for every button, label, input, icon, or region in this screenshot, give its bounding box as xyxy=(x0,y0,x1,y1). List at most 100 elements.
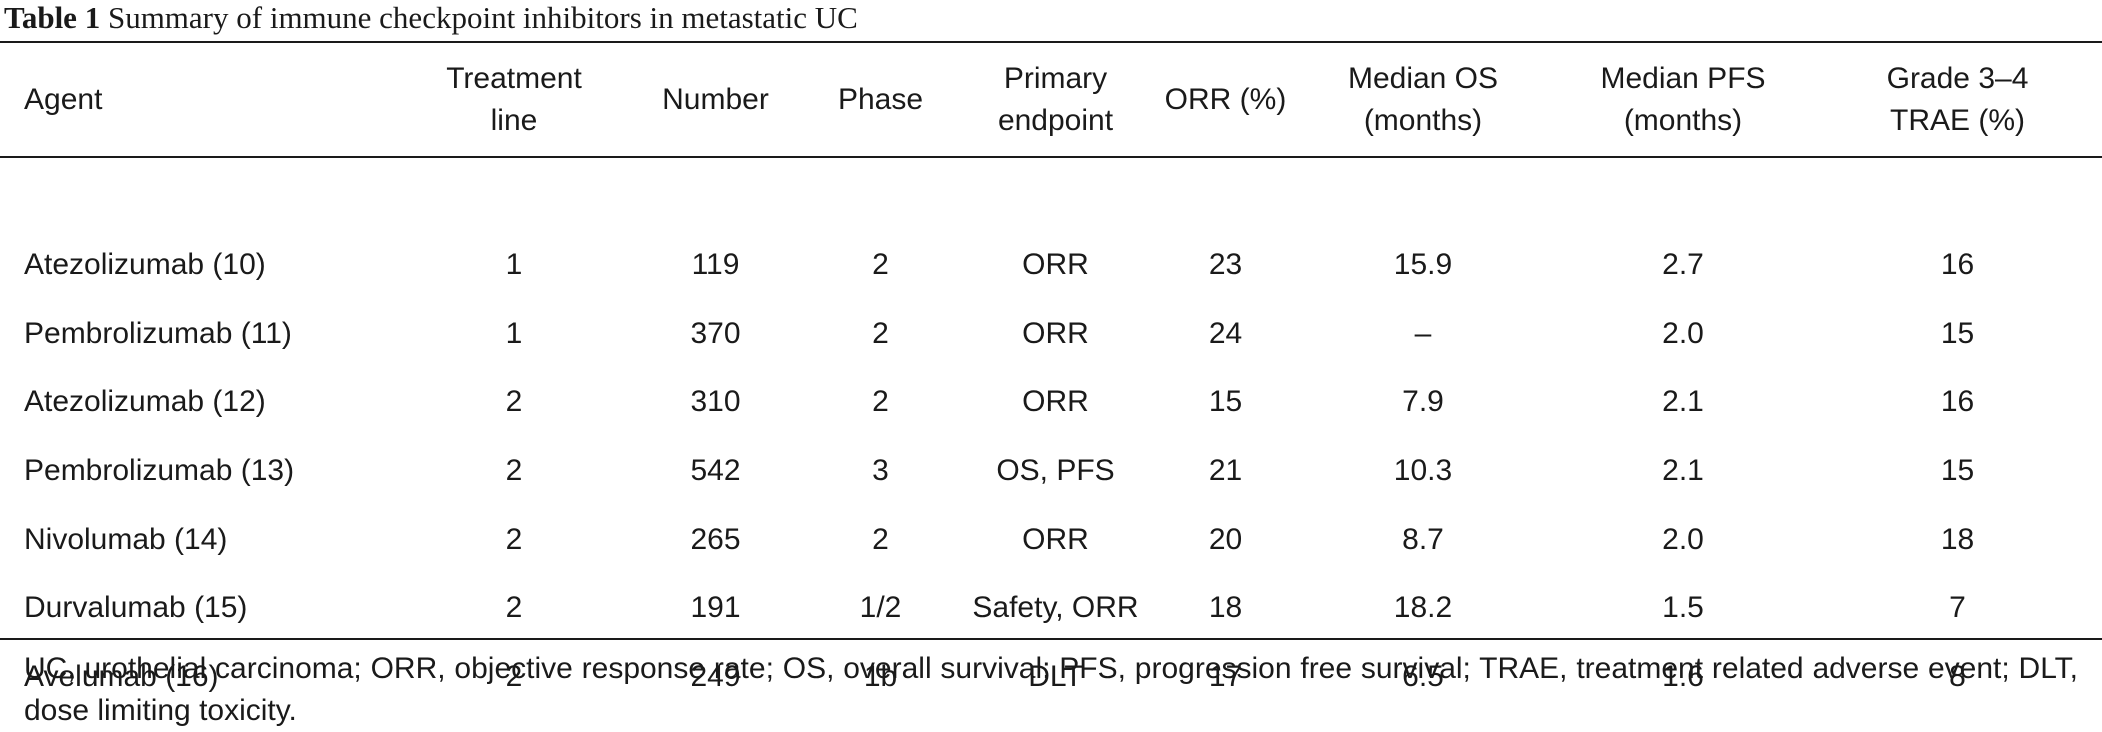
cell-median-os: 7.9 xyxy=(1402,385,1444,419)
cell-agent: Atezolizumab (12) xyxy=(24,385,266,419)
header-median-os: Median OS (months) xyxy=(1293,43,1553,156)
cell-median-pfs: 2.1 xyxy=(1662,454,1704,488)
cell-primary-endpoint: ORR xyxy=(1022,522,1089,556)
cell-number: 310 xyxy=(690,385,741,419)
header-rule xyxy=(0,156,2102,158)
header-primary-endpoint-line1: Primary xyxy=(1003,61,1108,95)
cell-agent: Avelumab (16) xyxy=(24,660,219,694)
header-median-os-line2: (months) xyxy=(1363,103,1483,137)
cell-grade-trae: 7 xyxy=(1949,591,1966,625)
cell-treatment-line: 1 xyxy=(505,316,523,350)
cell-grade-trae: 15 xyxy=(1940,454,1975,488)
cell-phase: 1/2 xyxy=(859,591,902,625)
header-grade-trae: Grade 3–4 TRAE (%) xyxy=(1813,43,2102,156)
cell-primary-endpoint: ORR xyxy=(1022,385,1089,419)
table-row: Pembrolizumab (13) 2 542 3 OS, PFS 21 10… xyxy=(0,437,2102,506)
cell-number: 249 xyxy=(690,660,741,694)
header-median-os-line1: Median OS xyxy=(1347,61,1499,95)
cell-orr: 17 xyxy=(1208,660,1243,694)
cell-phase: 3 xyxy=(872,454,889,488)
cell-grade-trae: 18 xyxy=(1940,522,1975,556)
table-footnote: UC, urothelial carcinoma; ORR, objective… xyxy=(24,652,2078,727)
table-row: Pembrolizumab (11) 1 370 2 ORR 24 – 2.0 … xyxy=(0,299,2102,368)
header-orr-line1: ORR (%) xyxy=(1164,82,1287,116)
cell-median-os: – xyxy=(1414,316,1432,350)
header-primary-endpoint-line2: endpoint xyxy=(997,103,1114,137)
cell-orr: 21 xyxy=(1208,454,1243,488)
cell-number: 119 xyxy=(691,248,740,282)
spacer-cell xyxy=(0,156,2102,231)
table-caption: Table 1 Summary of immune checkpoint inh… xyxy=(4,0,858,40)
cell-agent: Durvalumab (15) xyxy=(24,591,248,625)
cell-median-pfs: 1.5 xyxy=(1662,591,1704,625)
table-row: Atezolizumab (10) 1 119 2 ORR 23 15.9 2.… xyxy=(0,231,2102,300)
cell-phase: 2 xyxy=(872,316,889,350)
header-phase-line1: Phase xyxy=(837,82,924,116)
header-orr: ORR (%) xyxy=(1158,43,1293,156)
cell-grade-trae: 8 xyxy=(1949,660,1966,694)
cell-phase: 2 xyxy=(872,385,889,419)
cell-orr: 15 xyxy=(1208,385,1243,419)
cell-treatment-line: 2 xyxy=(505,591,523,625)
cell-treatment-line: 1 xyxy=(505,248,523,282)
bottom-rule xyxy=(0,638,2102,640)
cell-agent: Atezolizumab (10) xyxy=(24,248,266,282)
cell-phase: 1b xyxy=(863,660,898,694)
header-rule-spacer xyxy=(0,156,2102,231)
cell-primary-endpoint: Safety, ORR xyxy=(972,591,1139,625)
table-label: Table 1 xyxy=(4,0,101,35)
cell-number: 542 xyxy=(690,454,741,488)
header-median-pfs-line1: Median PFS xyxy=(1600,61,1766,95)
table-row: Atezolizumab (12) 2 310 2 ORR 15 7.9 2.1… xyxy=(0,368,2102,437)
header-number: Number xyxy=(623,43,808,156)
cell-median-pfs: 2.0 xyxy=(1662,522,1704,556)
cell-median-pfs: 2.0 xyxy=(1662,316,1704,350)
cell-orr: 20 xyxy=(1208,522,1243,556)
cell-agent: Pembrolizumab (13) xyxy=(24,454,295,488)
cell-median-pfs: 2.1 xyxy=(1662,385,1704,419)
cell-orr: 18 xyxy=(1208,591,1243,625)
header-grade-trae-line1: Grade 3–4 xyxy=(1886,61,2029,95)
header-treatment-line1: Treatment xyxy=(446,61,582,95)
checkpoint-inhibitor-table: Agent Treatment line Number Phase Primar… xyxy=(0,43,2102,712)
header-primary-endpoint: Primary endpoint xyxy=(953,43,1158,156)
cell-treatment-line: 2 xyxy=(505,660,523,694)
cell-primary-endpoint: ORR xyxy=(1022,248,1089,282)
header-phase: Phase xyxy=(808,43,953,156)
cell-phase: 2 xyxy=(872,522,889,556)
cell-median-os: 15.9 xyxy=(1393,248,1453,282)
header-agent-line1: Agent xyxy=(24,82,103,116)
top-rule xyxy=(0,41,2102,43)
cell-number: 191 xyxy=(690,591,741,625)
cell-median-os: 6.5 xyxy=(1402,660,1444,694)
header-row: Agent Treatment line Number Phase Primar… xyxy=(0,43,2102,156)
cell-treatment-line: 2 xyxy=(505,385,523,419)
table-body: Atezolizumab (10) 1 119 2 ORR 23 15.9 2.… xyxy=(0,156,2102,712)
table-row: Avelumab (16) 2 249 1b DLT 17 6.5 1.6 8 xyxy=(0,643,2102,712)
cell-grade-trae: 16 xyxy=(1940,385,1975,419)
header-grade-trae-line2: TRAE (%) xyxy=(1890,103,2025,137)
cell-median-pfs: 1.6 xyxy=(1662,660,1704,694)
cell-phase: 2 xyxy=(872,248,889,282)
cell-grade-trae: 15 xyxy=(1940,316,1975,350)
cell-grade-trae: 16 xyxy=(1940,248,1975,282)
table-row: Nivolumab (14) 2 265 2 ORR 20 8.7 2.0 18 xyxy=(0,505,2102,574)
cell-orr: 23 xyxy=(1208,248,1243,282)
cell-treatment-line: 2 xyxy=(505,454,523,488)
cell-median-pfs: 2.7 xyxy=(1662,248,1704,282)
cell-primary-endpoint: ORR xyxy=(1022,316,1089,350)
header-treatment-line: Treatment line xyxy=(405,43,623,156)
header-median-pfs: Median PFS (months) xyxy=(1553,43,1813,156)
cell-primary-endpoint: DLT xyxy=(1028,660,1083,694)
header-number-line1: Number xyxy=(662,82,769,116)
cell-median-os: 18.2 xyxy=(1393,591,1453,625)
table-row: Durvalumab (15) 2 191 1/2 Safety, ORR 18… xyxy=(0,574,2102,643)
cell-number: 265 xyxy=(690,522,741,556)
cell-agent: Nivolumab (14) xyxy=(24,522,228,556)
header-median-pfs-line2: (months) xyxy=(1623,103,1743,137)
table-title: Summary of immune checkpoint inhibitors … xyxy=(107,0,858,35)
cell-median-os: 10.3 xyxy=(1393,454,1453,488)
cell-agent: Pembrolizumab (11) xyxy=(24,316,292,350)
cell-number: 370 xyxy=(690,316,741,350)
cell-treatment-line: 2 xyxy=(505,522,523,556)
